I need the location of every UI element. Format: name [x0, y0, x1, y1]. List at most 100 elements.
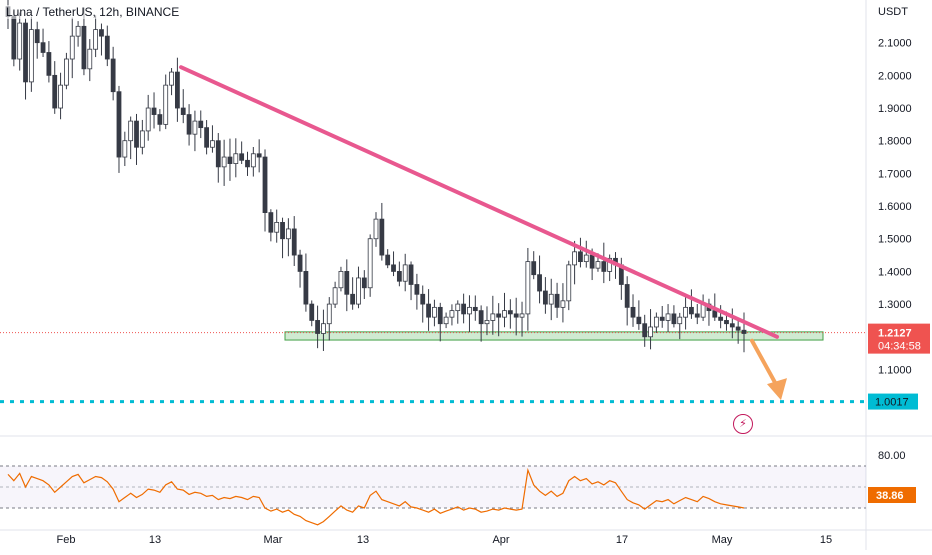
- projection-arrow: [750, 338, 779, 389]
- current-price-label: 1.2127: [878, 328, 912, 340]
- time-tick-label: Apr: [492, 534, 509, 546]
- symbol-title: Luna / TetherUS, 12h, BINANCE: [4, 5, 182, 19]
- candle: [671, 313, 677, 325]
- trendline: [179, 65, 779, 339]
- candle: [426, 303, 431, 318]
- candle: [595, 261, 601, 269]
- candle: [408, 264, 414, 285]
- candle: [69, 35, 75, 60]
- candle: [683, 306, 688, 318]
- price-tick-label: 1.9000: [878, 103, 912, 115]
- candle: [139, 130, 145, 148]
- candle: [467, 306, 472, 315]
- candle: [648, 326, 653, 338]
- candle: [64, 58, 69, 86]
- candle: [554, 293, 560, 308]
- target-level-label: 1.0017: [875, 397, 909, 409]
- candle: [174, 71, 180, 109]
- current-price-box: [868, 323, 930, 354]
- candle: [122, 140, 128, 158]
- candle: [268, 212, 274, 233]
- candle: [151, 107, 157, 115]
- candle: [192, 120, 198, 135]
- candle: [572, 251, 578, 266]
- candle: [52, 74, 58, 109]
- candle: [694, 313, 700, 318]
- candle: [315, 320, 320, 334]
- time-tick-label: Mar: [264, 534, 283, 546]
- candle: [455, 303, 461, 312]
- candle: [373, 218, 379, 240]
- target-level-box: [868, 393, 918, 410]
- candle: [560, 300, 566, 308]
- rsi-value-box: [868, 487, 916, 503]
- candle: [402, 264, 408, 282]
- candle: [420, 293, 426, 305]
- candle: [385, 254, 391, 266]
- candle: [11, 16, 17, 60]
- rsi-tick-label: 80.00: [878, 450, 906, 462]
- candle: [204, 127, 210, 148]
- candle: [735, 326, 741, 331]
- candle: [478, 310, 484, 325]
- candle: [75, 25, 81, 37]
- candle: [589, 254, 595, 269]
- candle: [513, 313, 519, 318]
- candle: [502, 310, 507, 318]
- candle: [653, 316, 659, 328]
- candle: [303, 271, 309, 305]
- candle: [361, 277, 367, 289]
- candle: [496, 313, 502, 318]
- currency-label: USDT: [878, 6, 908, 18]
- candle: [58, 84, 63, 109]
- candle: [729, 323, 735, 328]
- candle: [391, 264, 396, 272]
- candle: [116, 91, 122, 158]
- candle: [601, 261, 607, 272]
- candle: [110, 58, 116, 93]
- candle: [396, 271, 402, 282]
- candle: [23, 22, 28, 83]
- candle: [607, 257, 613, 272]
- candle: [548, 293, 554, 305]
- candle: [490, 313, 496, 321]
- candle: [297, 254, 303, 272]
- candle: [437, 306, 443, 325]
- price-tick-label: 1.7000: [878, 168, 912, 180]
- candle: [578, 251, 583, 263]
- support-zone: [284, 331, 824, 341]
- candle: [210, 140, 215, 148]
- time-tick-label: 13: [357, 534, 369, 546]
- candle: [99, 29, 104, 37]
- candle: [531, 261, 537, 276]
- price-tick-label: 2.0000: [878, 70, 912, 82]
- candle: [624, 284, 630, 308]
- candle: [274, 222, 280, 233]
- candle: [367, 238, 373, 289]
- candle: [414, 284, 420, 295]
- candle: [741, 329, 747, 334]
- candle: [245, 159, 250, 168]
- candle: [321, 323, 326, 334]
- candle: [93, 29, 99, 50]
- candle: [542, 290, 548, 305]
- candle: [338, 271, 344, 289]
- candle: [379, 218, 385, 256]
- candle: [519, 313, 525, 318]
- candle: [332, 287, 338, 305]
- candle: [350, 293, 356, 305]
- candle: [198, 120, 204, 129]
- candle: [472, 306, 478, 312]
- candle: [250, 153, 256, 168]
- candle: [145, 107, 151, 132]
- candle: [227, 156, 233, 164]
- candle: [157, 114, 163, 125]
- candle: [449, 310, 455, 318]
- flash-icon[interactable]: ⚡: [733, 414, 753, 434]
- candle: [309, 303, 315, 321]
- candle: [28, 29, 34, 83]
- candle: [461, 303, 467, 315]
- rsi-line: [7, 467, 745, 526]
